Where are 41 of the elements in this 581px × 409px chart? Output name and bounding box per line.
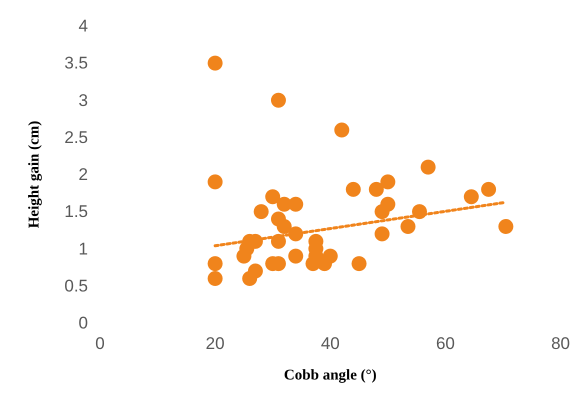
x-tick-label: 40 (320, 334, 340, 353)
y-tick-label: 0 (78, 314, 88, 332)
point (270, 92, 286, 108)
x-tick-label: 80 (551, 334, 570, 353)
point (368, 182, 384, 197)
y-tick-label: 1.5 (64, 202, 88, 222)
point (374, 226, 390, 242)
point (276, 218, 292, 234)
y-tick-label: 3 (78, 90, 88, 110)
point (420, 160, 436, 175)
x-tick-label: 20 (206, 334, 225, 353)
point (498, 218, 514, 234)
point (208, 56, 223, 71)
y-tick-label: 1 (78, 239, 88, 258)
point (352, 256, 367, 272)
point (374, 204, 390, 220)
point (208, 270, 223, 286)
y-axis-title: Height gain (cm) (26, 120, 42, 228)
y-tick-label: 2.5 (64, 128, 88, 147)
point (346, 182, 361, 197)
point (254, 204, 269, 220)
y-tick-label: 3.5 (64, 54, 88, 73)
point (208, 174, 223, 190)
point (464, 189, 479, 204)
x-tick-label: 60 (436, 334, 455, 353)
point (334, 122, 350, 138)
y-tick-label: 4 (78, 16, 88, 36)
point (400, 218, 416, 234)
y-tick-label: 0.5 (64, 276, 88, 296)
y-tick-label: 2 (78, 165, 88, 184)
point (288, 248, 304, 264)
point (380, 174, 396, 190)
point (288, 196, 304, 212)
x-axis-title: Cobb angle (°) (284, 368, 377, 384)
point (317, 256, 332, 272)
point (236, 248, 252, 264)
point (208, 256, 223, 272)
point (265, 189, 280, 204)
x-tick-label: 0 (95, 334, 105, 353)
point (481, 182, 496, 197)
point (242, 270, 258, 286)
